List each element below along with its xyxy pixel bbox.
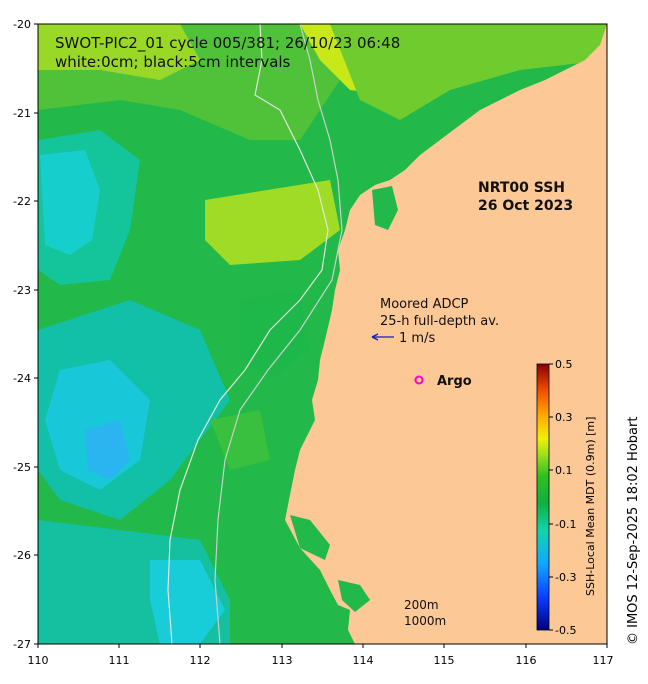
product-date: 26 Oct 2023 <box>478 198 573 214</box>
land-mass <box>285 24 607 644</box>
colorbar-ticks: 0.5 0.3 0.1 -0.1 -0.3 -0.5 <box>549 358 576 637</box>
y-tick: -24 <box>13 372 31 385</box>
vector-scale-label: 1 m/s <box>399 331 435 346</box>
credit-text: © IMOS 12-Sep-2025 18:02 Hobart <box>626 417 641 645</box>
map-title: SWOT-PIC2_01 cycle 005/381; 26/10/23 06:… <box>55 34 400 53</box>
y-tick: -22 <box>13 195 31 208</box>
y-tick: -21 <box>13 107 31 120</box>
map-subtitle: white:0cm; black:5cm intervals <box>55 53 291 71</box>
x-tick: 116 <box>516 654 537 667</box>
y-tick: -20 <box>13 18 31 31</box>
colorbar-tick: 0.1 <box>555 464 573 477</box>
colorbar-label: SSH-Local Mean MDT (0.9m) [m] <box>584 417 597 596</box>
x-tick: 113 <box>272 654 293 667</box>
ssh-field <box>38 24 607 644</box>
argo-label: Argo <box>437 374 472 389</box>
y-tick: -23 <box>13 284 31 297</box>
colorbar <box>536 363 550 631</box>
product-name: NRT00 SSH <box>478 180 565 196</box>
colorbar-tick: -0.1 <box>555 518 576 531</box>
contour-1000m <box>214 24 343 644</box>
y-tick: -27 <box>13 638 31 651</box>
x-tick: 111 <box>109 654 130 667</box>
contour-1000-label: 1000m <box>404 614 446 628</box>
y-axis: -20 -21 -22 -23 -24 -25 -26 -27 <box>13 18 38 651</box>
vector-arrow-icon <box>371 333 394 341</box>
x-tick: 114 <box>353 654 374 667</box>
adcp-label: Moored ADCP <box>380 297 469 312</box>
colorbar-tick: -0.3 <box>555 571 576 584</box>
colorbar-tick: 0.3 <box>555 411 573 424</box>
contour-200m <box>167 24 329 644</box>
colorbar-tick: -0.5 <box>555 624 576 637</box>
y-tick: -26 <box>13 549 31 562</box>
plot-frame <box>37 23 608 645</box>
colorbar-tick: 0.5 <box>555 358 573 371</box>
x-axis: 110 111 112 113 114 115 116 117 <box>28 644 614 667</box>
x-tick: 112 <box>190 654 211 667</box>
x-tick: 115 <box>434 654 455 667</box>
adcp-sublabel: 25-h full-depth av. <box>380 314 499 329</box>
x-tick: 117 <box>593 654 614 667</box>
x-tick: 110 <box>28 654 49 667</box>
y-tick: -25 <box>13 461 31 474</box>
argo-marker-icon <box>414 375 424 385</box>
contour-200-label: 200m <box>404 598 439 612</box>
